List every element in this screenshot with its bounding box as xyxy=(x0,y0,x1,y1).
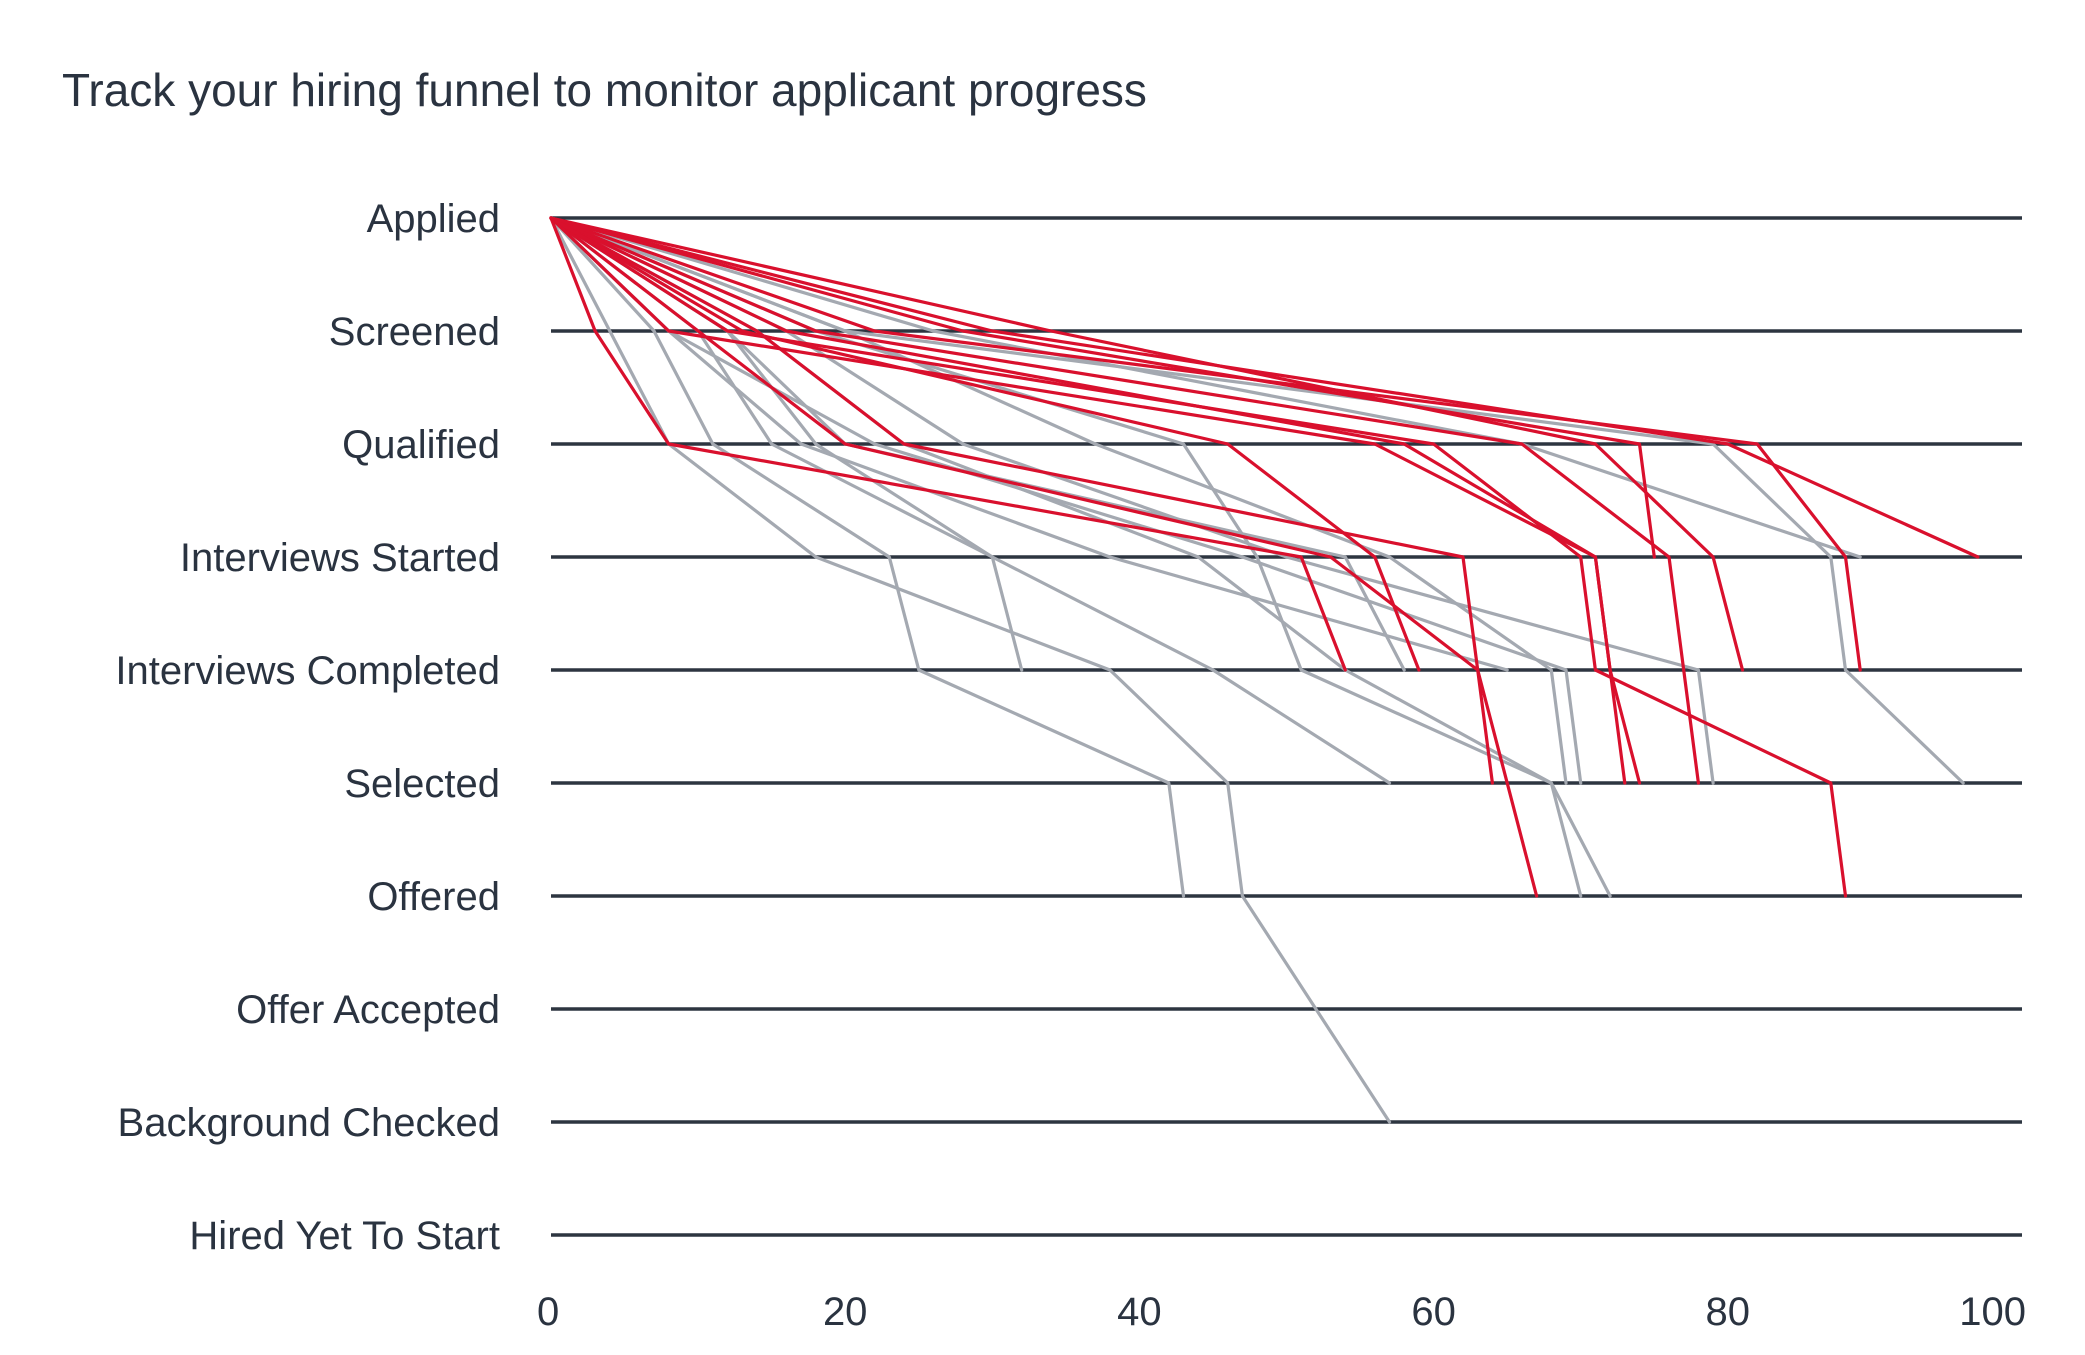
candidate-line-red-3 xyxy=(549,216,1539,898)
candidate-line-red-8 xyxy=(549,216,1745,672)
x-axis-tick-labels: 0 20 40 60 80 100 xyxy=(537,1290,2026,1334)
candidate-line-red-11 xyxy=(549,216,1421,672)
stage-label-3: Interviews Started xyxy=(180,536,500,580)
stage-label-5: Selected xyxy=(344,762,500,806)
candidate-line-red-2 xyxy=(549,216,1495,785)
candidate-line-red-10 xyxy=(549,216,1980,559)
stage-labels: Applied Screened Qualified Interviews Start… xyxy=(115,197,500,1258)
stage-label-6: Offered xyxy=(367,875,500,919)
candidate-line-red-7 xyxy=(549,216,1701,785)
stage-label-8: Background Checked xyxy=(118,1101,500,1145)
candidate-line-red-5 xyxy=(549,216,1848,898)
chart-title: Track your hiring funnel to monitor appl… xyxy=(62,64,1147,116)
highlighted-candidate-lines xyxy=(549,216,1980,898)
candidate-line-gray-13 xyxy=(549,216,1965,785)
x-tick-label-4: 80 xyxy=(1706,1290,1751,1334)
x-tick-label-1: 20 xyxy=(823,1290,868,1334)
x-tick-label-5: 100 xyxy=(1959,1290,2026,1334)
candidate-line-gray-4 xyxy=(549,216,1392,785)
x-tick-label-0: 0 xyxy=(537,1290,559,1334)
x-tick-label-3: 60 xyxy=(1411,1290,1456,1334)
candidate-line-gray-12 xyxy=(549,216,1862,559)
stage-label-0: Applied xyxy=(367,197,500,241)
stage-label-4: Interviews Completed xyxy=(115,649,500,693)
candidate-line-gray-3 xyxy=(549,216,1392,1124)
candidate-line-red-9 xyxy=(549,216,1862,672)
stage-label-7: Offer Accepted xyxy=(236,988,500,1032)
stage-label-9: Hired Yet To Start xyxy=(189,1214,500,1258)
stage-label-1: Screened xyxy=(329,310,500,354)
stage-label-2: Qualified xyxy=(342,423,500,467)
gridlines xyxy=(551,216,2022,1237)
candidate-line-red-4 xyxy=(549,216,1627,785)
candidate-line-red-1 xyxy=(549,216,1347,672)
candidate-line-gray-1 xyxy=(549,216,1186,898)
candidate-line-red-12 xyxy=(549,216,1656,559)
x-tick-label-2: 40 xyxy=(1117,1290,1162,1334)
candidate-line-red-6 xyxy=(549,216,1642,785)
